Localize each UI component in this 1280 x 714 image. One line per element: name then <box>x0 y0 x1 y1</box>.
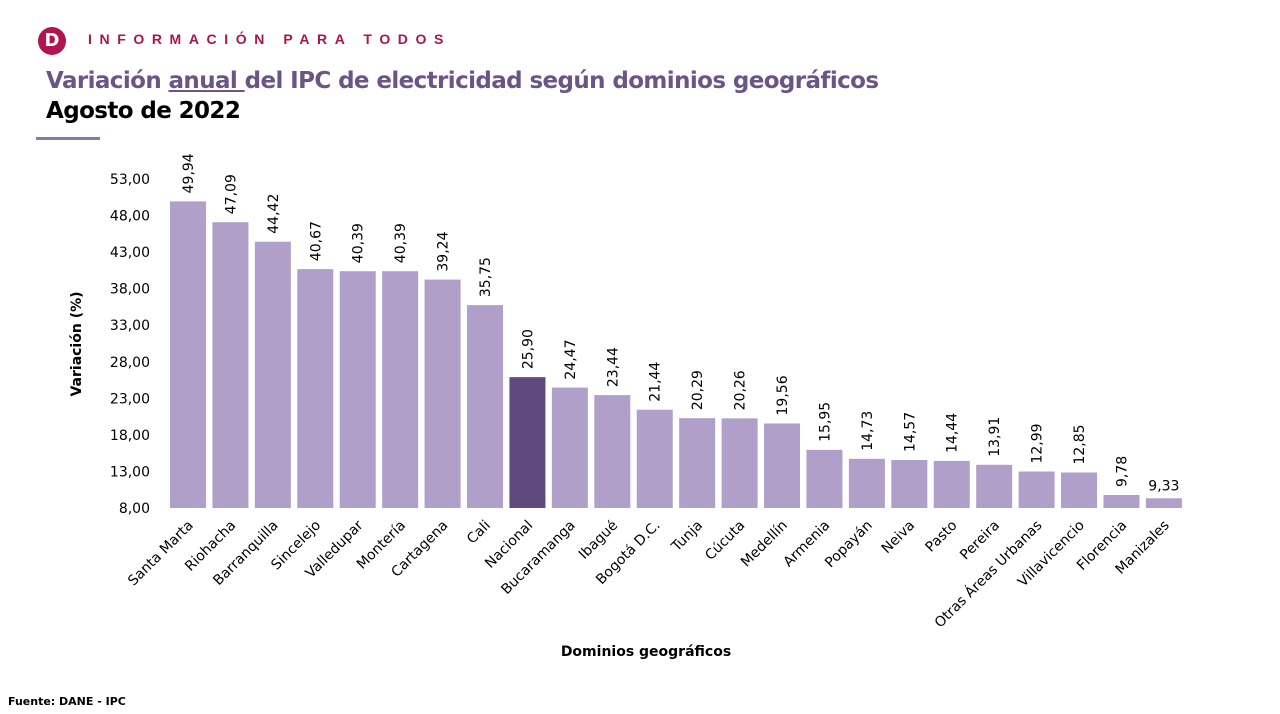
bar <box>1145 498 1182 508</box>
bar <box>721 418 758 508</box>
dane-logo: D <box>38 27 66 55</box>
bar <box>594 395 631 508</box>
data-label: 14,57 <box>902 412 918 452</box>
y-tick-label: 33,00 <box>110 318 150 334</box>
data-label: 14,44 <box>945 413 961 453</box>
title-underlined: anual <box>168 68 245 94</box>
logo-letter: D <box>44 30 60 51</box>
bar <box>933 460 970 508</box>
x-tick-label: Neiva <box>879 518 918 557</box>
data-label: 20,29 <box>690 370 706 410</box>
data-label: 9,33 <box>1148 478 1179 494</box>
data-label: 14,73 <box>860 411 876 451</box>
y-tick-label: 48,00 <box>110 209 150 225</box>
data-label: 44,42 <box>266 194 282 234</box>
page-subtitle: Agosto de 2022 <box>46 98 241 124</box>
data-label: 23,44 <box>605 347 621 387</box>
bar <box>1018 471 1055 508</box>
bar <box>976 464 1013 508</box>
data-label: 49,94 <box>181 153 197 193</box>
bar <box>848 458 885 508</box>
bar <box>1103 494 1140 508</box>
tagline: INFORMACIÓN PARA TODOS <box>88 31 451 47</box>
bar <box>509 377 546 508</box>
bar <box>254 241 291 508</box>
x-tick-label: Popayán <box>822 518 876 572</box>
bar <box>679 418 716 508</box>
data-label: 13,91 <box>987 417 1003 457</box>
data-label: 19,56 <box>775 375 791 415</box>
y-tick-label: 13,00 <box>110 464 150 480</box>
data-label: 39,24 <box>436 231 452 271</box>
bar <box>551 387 588 508</box>
y-tick-label: 38,00 <box>110 282 150 298</box>
data-label: 25,90 <box>520 329 536 369</box>
title-part: Variación <box>46 68 169 94</box>
bar <box>467 305 504 508</box>
x-tick-label: Bucaramanga <box>498 518 578 598</box>
title-divider <box>36 137 100 140</box>
bar <box>636 409 673 508</box>
y-tick-label: 18,00 <box>110 428 150 444</box>
y-axis-label: Variación (%) <box>69 291 85 396</box>
bar <box>806 449 843 508</box>
x-tick-label: Pasto <box>923 518 961 556</box>
bar <box>297 269 334 508</box>
y-tick-label: 43,00 <box>110 245 150 261</box>
data-label: 47,09 <box>223 174 239 214</box>
bar <box>382 271 419 508</box>
y-tick-label: 23,00 <box>110 391 150 407</box>
x-tick-label: Tunja <box>668 518 706 556</box>
x-tick-label: Santa Marta <box>125 518 197 590</box>
bar <box>170 201 206 508</box>
page-title: Variación anual del IPC de electricidad … <box>46 68 879 94</box>
source-note: Fuente: DANE - IPC <box>8 695 126 708</box>
data-label: 12,85 <box>1072 424 1088 464</box>
x-tick-label: Cali <box>464 518 494 548</box>
y-tick-label: 28,00 <box>110 355 150 371</box>
data-label: 35,75 <box>478 257 494 297</box>
data-label: 24,47 <box>563 339 579 379</box>
data-label: 40,67 <box>308 221 324 261</box>
bar <box>424 279 461 508</box>
bar <box>764 423 801 508</box>
bar <box>1061 472 1098 508</box>
data-label: 15,95 <box>817 402 833 442</box>
y-tick-label: 8,00 <box>119 501 150 517</box>
data-label: 40,39 <box>351 223 367 263</box>
title-part: del IPC de electricidad según dominios g… <box>244 68 879 94</box>
bar <box>339 271 376 508</box>
y-tick-label: 53,00 <box>110 172 150 188</box>
bar <box>212 222 249 508</box>
data-label: 20,26 <box>733 370 749 410</box>
data-label: 12,99 <box>1030 423 1046 463</box>
data-label: 40,39 <box>393 223 409 263</box>
data-label: 9,78 <box>1114 456 1130 487</box>
bar <box>891 459 928 508</box>
data-label: 21,44 <box>648 362 664 402</box>
x-axis-label: Dominios geográficos <box>561 644 731 660</box>
